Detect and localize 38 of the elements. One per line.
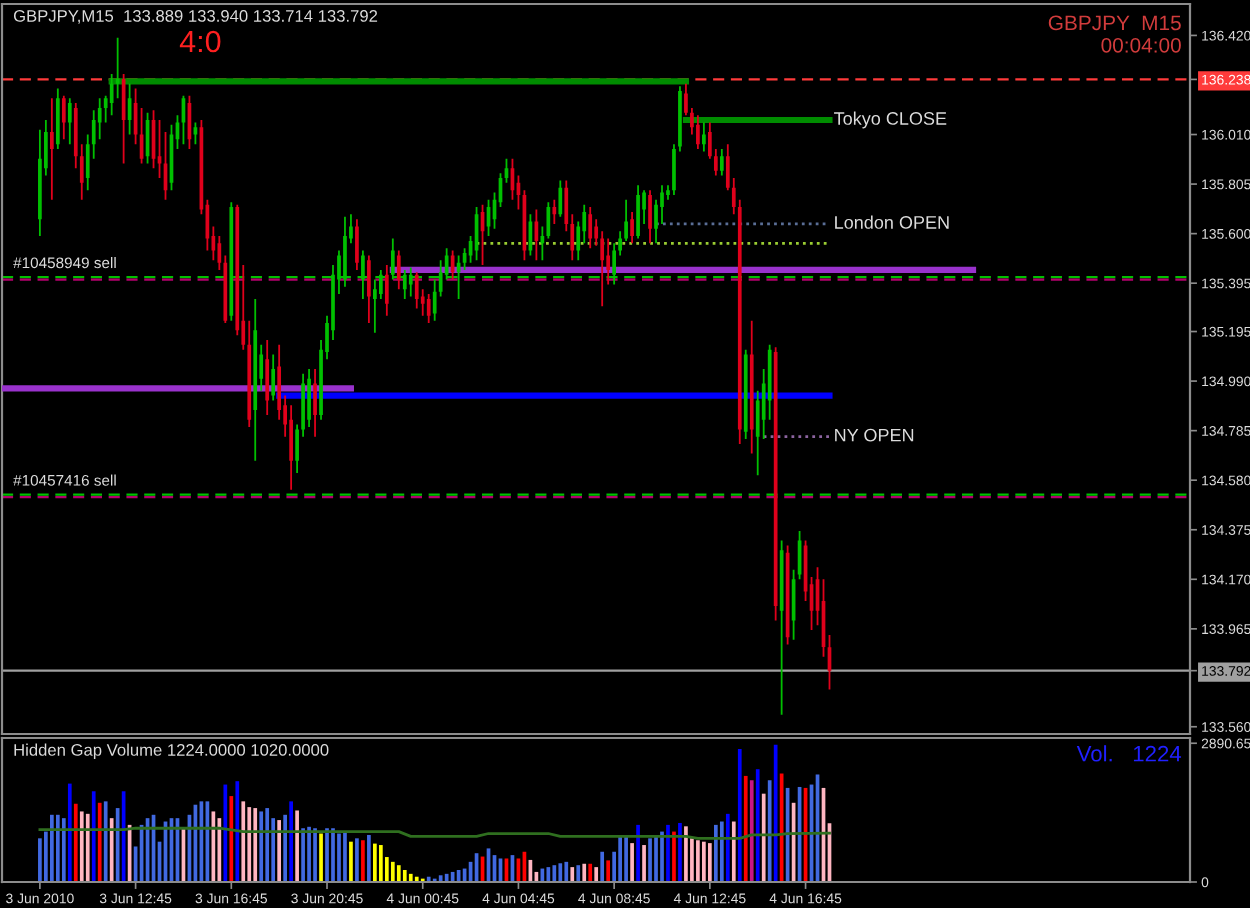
candlestick — [779, 540, 784, 715]
chart-title: GBPJPY,M15 133.889 133.940 133.714 133.792 — [13, 10, 378, 24]
candlestick — [67, 98, 72, 145]
annotation: Vol. 1224 — [1076, 745, 1182, 762]
candlestick — [121, 74, 126, 164]
candlestick — [396, 250, 401, 290]
candlestick — [127, 83, 132, 135]
candlestick — [55, 88, 60, 150]
candlestick — [61, 95, 66, 140]
candlestick — [367, 255, 371, 324]
candlestick — [648, 190, 652, 244]
candlestick — [743, 349, 748, 440]
annotation: GBPJPY M15 00:04:00 — [1048, 15, 1181, 53]
candlestick — [265, 339, 270, 415]
candlestick — [552, 199, 557, 224]
chart-title: Hidden Gap Volume 1224.0000 1020.0000 — [14, 743, 329, 760]
candlestick — [426, 294, 431, 324]
candlestick — [355, 219, 359, 270]
series-label: Tokyo CLOSE — [834, 111, 947, 129]
candlestick — [49, 98, 54, 200]
candlestick — [696, 115, 700, 150]
candlestick — [384, 265, 389, 316]
candlestick — [414, 272, 419, 309]
candlestick — [271, 354, 276, 401]
series-label: London OPEN — [835, 215, 949, 229]
candlestick — [749, 320, 754, 454]
candlestick — [773, 347, 778, 621]
candlestick — [630, 211, 634, 244]
candlestick — [636, 185, 640, 239]
candlestick — [313, 369, 317, 437]
annotation: 4:0 — [179, 30, 221, 53]
candlestick — [719, 149, 724, 176]
candlestick — [588, 207, 593, 249]
candlestick — [534, 209, 539, 261]
candlestick — [253, 298, 258, 461]
series-label: NY OPEN — [835, 428, 914, 442]
candlestick — [558, 180, 563, 217]
candlestick — [702, 122, 706, 152]
